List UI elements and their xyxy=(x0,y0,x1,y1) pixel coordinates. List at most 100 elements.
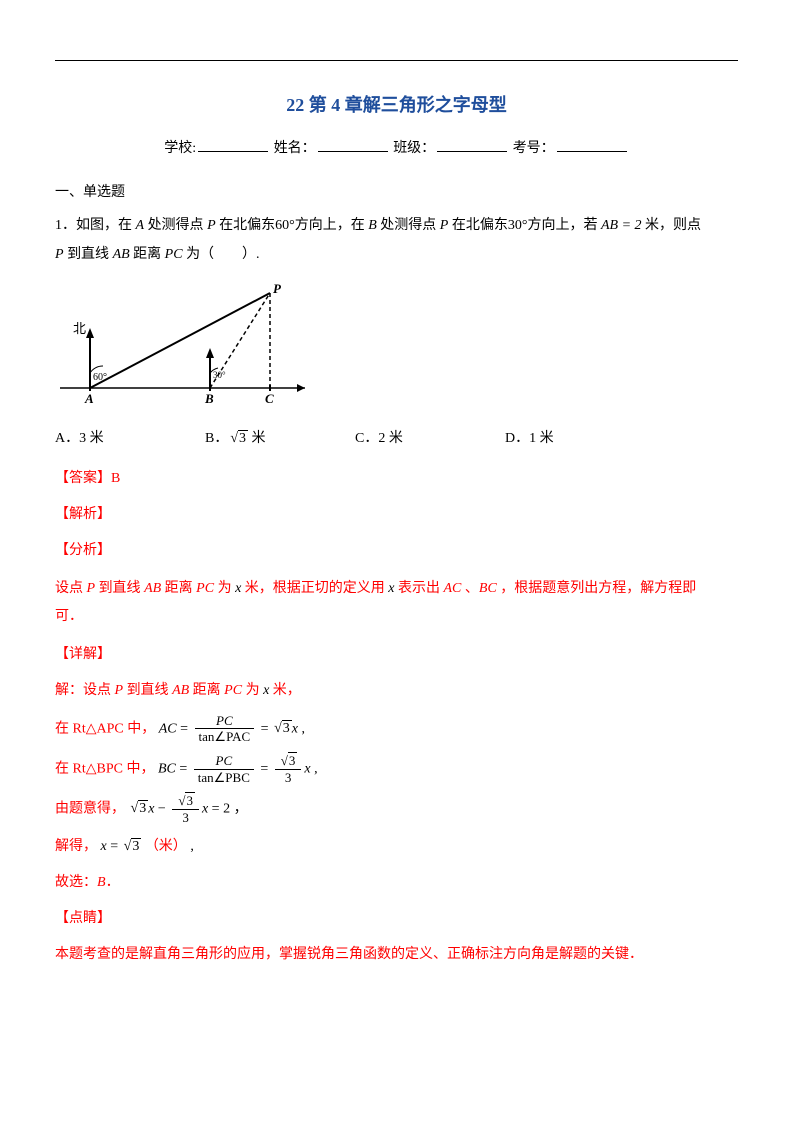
eq2-line: 在 Rt△BPC 中， BC = PCtan∠PBC = 33x , xyxy=(55,753,738,785)
eq1-rad: 3 xyxy=(282,720,292,736)
answer-tag: 【答案】 xyxy=(55,471,111,486)
school-blank xyxy=(198,138,268,152)
q1-l2f: 为（ ）. xyxy=(183,247,260,262)
svg-text:P: P xyxy=(273,281,282,296)
fx-AB: AB xyxy=(144,581,161,596)
svg-text:B: B xyxy=(204,391,214,406)
gx-a: 故选： xyxy=(55,875,97,890)
fx-a: 设点 xyxy=(55,581,87,596)
answer-val: B xyxy=(111,471,120,486)
optA-label: A． xyxy=(55,431,79,446)
eq1-line: 在 Rt△APC 中， AC = PCtan∠PAC = 3x , xyxy=(55,713,738,745)
eq2-lhs: BC xyxy=(158,761,176,776)
fx-h: ，根据题意列出方程，解方程即 xyxy=(497,581,697,596)
fx-e: 米，根据正切的定义用 xyxy=(241,581,388,596)
q1-t6: 在北偏东 xyxy=(448,218,508,233)
q1-t1: 如图，在 xyxy=(76,218,136,233)
q1-t2: 处测得点 xyxy=(144,218,207,233)
svg-text:30°: 30° xyxy=(213,370,226,380)
res-eq: = xyxy=(107,839,122,854)
q1-A: A xyxy=(136,218,145,233)
question-figure: 北 60° 30° A B C P xyxy=(55,278,738,413)
optA-val: 3 米 xyxy=(79,431,104,446)
class-blank xyxy=(437,138,507,152)
q1-ang60: 60° xyxy=(275,218,295,233)
jiexi-tag: 【解析】 xyxy=(55,501,738,529)
svg-text:60°: 60° xyxy=(93,372,107,383)
fx-PC: PC xyxy=(196,581,214,596)
eq3-line: 由题意得， 3x − 33x = 2 ， xyxy=(55,793,738,825)
result-line: 解得， x = 3 （米） , xyxy=(55,833,738,861)
youti: 由题意得， xyxy=(55,801,125,816)
name-blank xyxy=(318,138,388,152)
eq3-comma: ， xyxy=(230,801,248,816)
fx-g: 、 xyxy=(461,581,479,596)
svg-text:A: A xyxy=(84,391,94,406)
optD-label: D． xyxy=(505,431,529,446)
eq1-comma: , xyxy=(298,721,305,736)
option-A: A．3 米 xyxy=(55,427,205,447)
eq3-minus: − xyxy=(154,801,169,816)
guxuan-line: 故选：B． xyxy=(55,869,738,897)
jiede: 解得， xyxy=(55,839,97,854)
q1-l2a: P xyxy=(55,247,64,262)
q1-number: 1． xyxy=(55,218,76,233)
school-label: 学校: xyxy=(164,141,196,156)
eq1-den: tan∠PAC xyxy=(195,729,255,745)
options-row: A．3 米 B．3 米 C．2 米 D．1 米 xyxy=(55,427,738,447)
eq2-eq2: = xyxy=(257,761,272,776)
section-heading: 一、单选题 xyxy=(55,181,738,201)
option-D: D．1 米 xyxy=(505,427,655,447)
q1-ang30: 30° xyxy=(508,218,528,233)
res-comma: , xyxy=(187,839,194,854)
q1-meter: 米，则点 xyxy=(642,218,702,233)
si-d: 为 xyxy=(242,683,263,698)
optB-suffix: 米 xyxy=(248,431,266,446)
question-1-text: 1．如图，在 A 处测得点 P 在北偏东60°方向上，在 B 处测得点 P 在北… xyxy=(55,211,738,270)
res-rad: 3 xyxy=(131,838,141,854)
fx-f: 表示出 xyxy=(395,581,444,596)
optC-val: 2 米 xyxy=(378,431,403,446)
examno-label: 考号： xyxy=(513,141,555,156)
eq2-den: tan∠PBC xyxy=(194,770,254,786)
si-P: P xyxy=(115,683,124,698)
si-PC: PC xyxy=(224,683,242,698)
fenxi-tag: 【分析】 xyxy=(55,537,738,565)
triangle-diagram: 北 60° 30° A B C P xyxy=(55,278,310,408)
eq3-brad: 3 xyxy=(185,792,195,808)
fenxi-text: 设点 P 到直线 AB 距离 PC 为 x 米，根据正切的定义用 x 表示出 A… xyxy=(55,575,738,631)
si-AB: AB xyxy=(172,683,189,698)
eq2-comma: , xyxy=(311,761,318,776)
optD-val: 1 米 xyxy=(529,431,554,446)
class-label: 班级： xyxy=(393,141,435,156)
eq1-eq2: = xyxy=(257,721,272,736)
svg-text:C: C xyxy=(265,391,274,406)
res-unit: （米） xyxy=(145,839,187,854)
si-c: 距离 xyxy=(189,683,224,698)
q1-t3: 在北偏东 xyxy=(216,218,276,233)
q1-l2d: 距离 xyxy=(130,247,165,262)
si-b: 到直线 xyxy=(123,683,172,698)
dianjing-text: 本题考查的是解直角三角形的应用，掌握锐角三角函数的定义、正确标注方向角是解题的关… xyxy=(55,941,738,969)
q1-t7: 方向上，若 xyxy=(527,218,601,233)
q1-t5: 处测得点 xyxy=(377,218,440,233)
fx-BC: BC xyxy=(479,581,497,596)
fx-AC: AC xyxy=(444,581,462,596)
fx-c: 距离 xyxy=(161,581,196,596)
eq1-num: PC xyxy=(195,713,255,730)
eq3-arad: 3 xyxy=(138,800,148,816)
sol-intro: 解：设点 P 到直线 AB 距离 PC 为 x 米， xyxy=(55,677,738,705)
optB-rad: 3 xyxy=(238,430,248,446)
option-B: B． 3 米 xyxy=(205,427,355,447)
examno-blank xyxy=(557,138,627,152)
optB-label: B． xyxy=(205,431,228,446)
eq1-eq1: = xyxy=(177,721,192,736)
rtapc: 在 Rt△APC 中， xyxy=(55,721,155,736)
gx-c: ． xyxy=(106,875,120,890)
rtbpc: 在 Rt△BPC 中， xyxy=(55,761,154,776)
gx-b: B xyxy=(97,875,106,890)
fx-i: 可． xyxy=(55,609,83,624)
svg-text:北: 北 xyxy=(73,321,86,336)
fx-P: P xyxy=(87,581,96,596)
fx-b: 到直线 xyxy=(95,581,144,596)
